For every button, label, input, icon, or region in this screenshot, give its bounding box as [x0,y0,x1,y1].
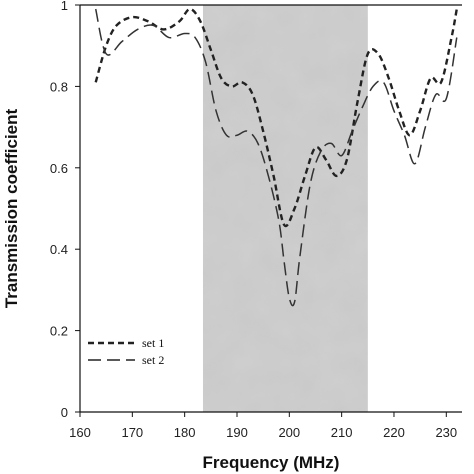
y-ticks: 0 0.2 0.4 0.6 0.8 1 [50,0,80,420]
x-tick-label: 230 [435,425,457,440]
shaded-band [202,5,368,412]
x-tick-label: 210 [331,425,353,440]
legend-label: set 2 [142,353,164,367]
x-ticks: 160 170 180 190 200 210 220 230 [69,412,457,440]
y-tick-label: 0.8 [50,79,68,94]
shaded-band-texture [202,5,368,412]
y-tick-label: 0 [61,405,68,420]
y-tick-label: 0.6 [50,161,68,176]
x-tick-label: 170 [121,425,143,440]
x-tick-label: 180 [174,425,196,440]
y-tick-label: 0.2 [50,324,68,339]
y-axis-title: Transmission coefficient [2,108,21,308]
x-tick-label: 220 [383,425,405,440]
plot-frame [79,4,462,413]
legend-label: set 1 [142,336,164,350]
y-tick-label: 0.4 [50,242,68,257]
series-line-set-2 [94,8,458,307]
x-tick-label: 200 [278,425,300,440]
x-tick-label: 160 [69,425,91,440]
x-axis-title: Frequency (MHz) [203,453,340,472]
y-tick-label: 1 [61,0,68,13]
series-layer [94,7,458,307]
legend: set 1 set 2 [88,336,164,367]
x-tick-label: 190 [226,425,248,440]
series-line-set-1 [94,7,458,228]
